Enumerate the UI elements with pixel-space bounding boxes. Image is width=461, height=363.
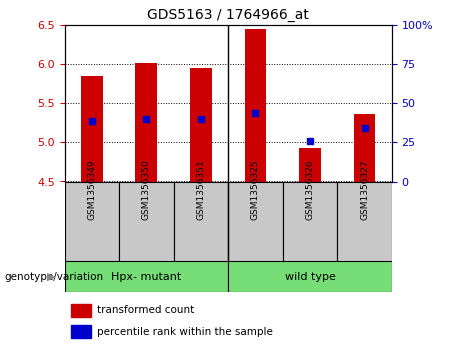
Bar xyxy=(65,261,228,292)
Text: GSM1356351: GSM1356351 xyxy=(196,159,206,220)
Text: wild type: wild type xyxy=(284,272,336,282)
Bar xyxy=(337,182,392,261)
Text: percentile rank within the sample: percentile rank within the sample xyxy=(97,327,273,337)
Bar xyxy=(71,304,91,317)
Bar xyxy=(65,182,119,261)
Text: genotype/variation: genotype/variation xyxy=(5,272,104,282)
Bar xyxy=(136,63,157,182)
Bar xyxy=(228,182,283,261)
Bar xyxy=(228,261,392,292)
Bar xyxy=(119,182,174,261)
Text: GSM1356326: GSM1356326 xyxy=(306,159,314,220)
Bar xyxy=(299,148,321,182)
Text: ▶: ▶ xyxy=(47,272,55,282)
Bar xyxy=(81,76,103,182)
Bar xyxy=(244,29,266,181)
Title: GDS5163 / 1764966_at: GDS5163 / 1764966_at xyxy=(147,8,309,22)
Text: GSM1356325: GSM1356325 xyxy=(251,159,260,220)
Text: GSM1356350: GSM1356350 xyxy=(142,159,151,220)
Bar xyxy=(71,325,91,338)
Text: transformed count: transformed count xyxy=(97,306,195,315)
Bar xyxy=(174,182,228,261)
Text: GSM1356327: GSM1356327 xyxy=(360,159,369,220)
Bar xyxy=(190,68,212,182)
Text: GSM1356349: GSM1356349 xyxy=(87,159,96,220)
Bar xyxy=(283,182,337,261)
Text: Hpx- mutant: Hpx- mutant xyxy=(111,272,182,282)
Bar xyxy=(354,114,375,182)
